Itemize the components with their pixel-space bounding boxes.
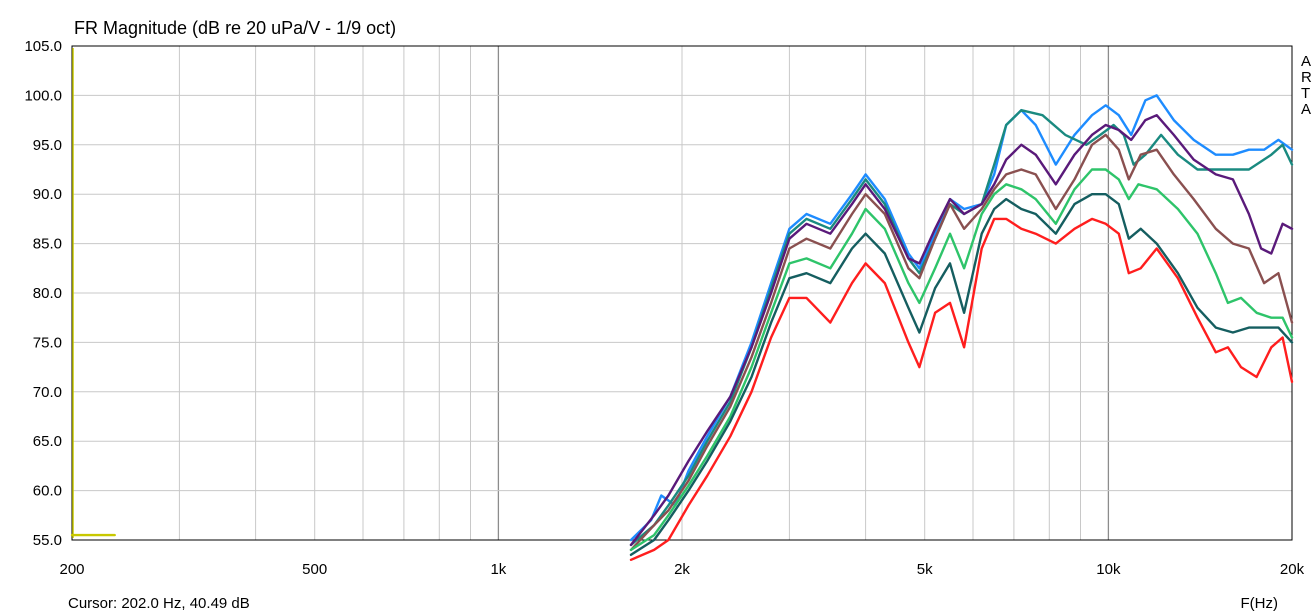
series-line — [629, 109, 1294, 547]
x-tick-label: 5k — [917, 561, 933, 578]
y-tick-label: 60.0 — [33, 483, 62, 500]
x-tick-label: 200 — [59, 561, 84, 578]
series-layer — [70, 48, 1294, 561]
y-tick-label: 70.0 — [33, 384, 62, 401]
side-label: A — [1301, 101, 1311, 118]
plot-grid — [72, 46, 1292, 540]
y-tick-label: 105.0 — [24, 38, 62, 55]
series-line — [629, 193, 1294, 556]
y-tick-label: 95.0 — [33, 137, 62, 154]
side-label: R — [1301, 69, 1312, 86]
x-axis-label: F(Hz) — [1241, 595, 1279, 612]
y-axis-ticks: 55.0 60.0 65.0 70.0 75.0 80.0 85.0 90.0 95.0 100.… — [24, 38, 62, 549]
series-line — [629, 168, 1294, 552]
y-tick-label: 55.0 — [33, 532, 62, 549]
side-label: A — [1301, 53, 1311, 70]
x-axis-ticks: 200 500 1k 2k 5k 10k 20k — [59, 561, 1304, 578]
chart-title: FR Magnitude (dB re 20 uPa/V - 1/9 oct) — [74, 18, 396, 38]
series-line — [629, 114, 1294, 547]
series-line — [629, 217, 1294, 561]
y-tick-label: 100.0 — [24, 87, 62, 104]
plot-frame — [71, 45, 1293, 541]
x-tick-label: 2k — [674, 561, 690, 578]
x-tick-label: 500 — [302, 561, 327, 578]
series-line — [629, 94, 1294, 542]
y-tick-label: 85.0 — [33, 236, 62, 253]
side-label: T — [1301, 85, 1310, 102]
y-tick-label: 90.0 — [33, 186, 62, 203]
x-tick-label: 20k — [1280, 561, 1305, 578]
y-tick-label: 80.0 — [33, 285, 62, 302]
x-tick-label: 10k — [1096, 561, 1121, 578]
series-line — [629, 133, 1294, 552]
x-tick-label: 1k — [490, 561, 506, 578]
cursor-readout: Cursor: 202.0 Hz, 40.49 dB — [68, 595, 250, 612]
y-tick-label: 65.0 — [33, 433, 62, 450]
y-tick-label: 75.0 — [33, 334, 62, 351]
